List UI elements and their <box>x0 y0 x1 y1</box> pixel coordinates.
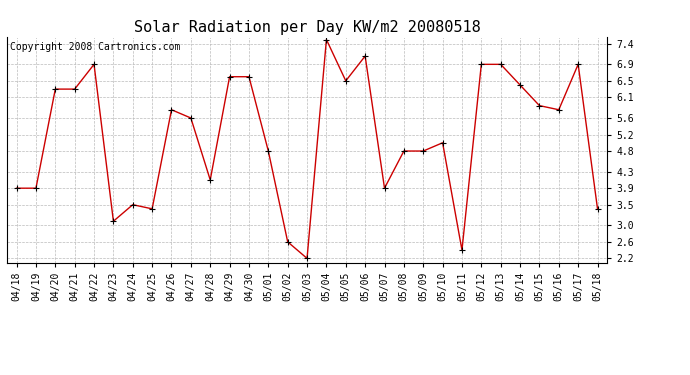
Title: Solar Radiation per Day KW/m2 20080518: Solar Radiation per Day KW/m2 20080518 <box>134 20 480 35</box>
Text: Copyright 2008 Cartronics.com: Copyright 2008 Cartronics.com <box>10 42 180 52</box>
